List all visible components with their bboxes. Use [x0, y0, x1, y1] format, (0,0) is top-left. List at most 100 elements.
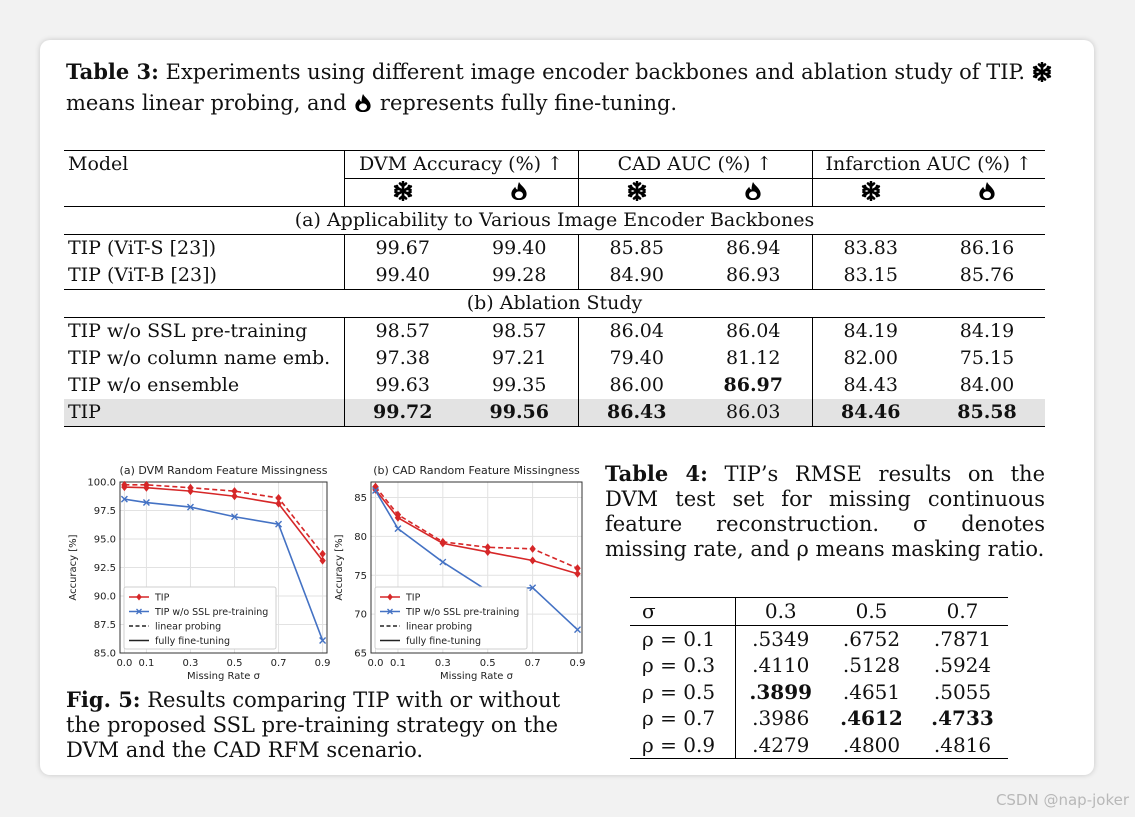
cell: 86.03 [695, 399, 812, 427]
y-tick-label: 95.0 [94, 535, 116, 546]
chart-dvm-missingness: (a) DVM Random Feature Missingness 0.0 0.1… [62, 460, 334, 690]
cell: 75.15 [959, 347, 1015, 369]
y-tick-label: 90.0 [94, 592, 116, 603]
chart-title: (a) DVM Random Feature Missingness [120, 464, 328, 477]
row-label: ρ = 0.3 [630, 652, 736, 679]
cell: 84.46 [811, 399, 929, 427]
cell: 83.83 [811, 234, 929, 262]
col-group-dvm: DVM Accuracy (%) ↑ [343, 150, 578, 179]
series-line [124, 486, 324, 562]
cell: .4110 [752, 653, 810, 677]
table4-caption-text: TIP’s RMSE results on the DVM test set f… [605, 462, 1046, 561]
y-axis-label: Accuracy [%] [334, 534, 345, 600]
table-row: ρ = 0.9 .4279 .4800 .4816 [630, 731, 1008, 759]
y-tick-label: 92.5 [94, 563, 116, 574]
x-tick-label: 0.3 [435, 658, 451, 669]
cell: 84.19 [811, 317, 929, 345]
data-point [143, 483, 150, 492]
table4-col: 0.5 [826, 597, 917, 626]
fig5-text: Results comparing TIP with or without th… [66, 688, 561, 762]
data-point [529, 584, 537, 592]
legend-label: TIP w/o SSL pre-training [405, 607, 519, 618]
chart-title: (b) CAD Random Feature Missingness [373, 464, 580, 477]
legend-label: linear probing [406, 622, 472, 633]
data-point [574, 569, 581, 578]
data-point [439, 558, 447, 566]
cell: .4651 [842, 679, 901, 704]
table-row: TIP w/o column name emb. 97.38 97.21 79.… [64, 345, 1045, 372]
cell: 85.76 [959, 264, 1015, 286]
table-row: TIP (ViT-B [23]) 99.40 99.28 84.90 86.93… [64, 262, 1045, 290]
chart-dvm-svg: (a) DVM Random Feature Missingness 0.0 0.1… [68, 464, 331, 682]
data-point [231, 492, 238, 501]
table4-corner: σ [630, 597, 736, 626]
cell: 99.63 [343, 372, 461, 399]
row-model-name: TIP w/o SSL pre-training [64, 317, 344, 345]
fig5-caption: Fig. 5: Results comparing TIP with or wi… [66, 687, 596, 763]
row-model-name: TIP w/o column name emb. [68, 347, 331, 369]
data-point [186, 503, 194, 511]
data-point [319, 636, 327, 644]
cell: .7871 [933, 626, 992, 651]
table3-caption: Table 3: Experiments using different ima… [66, 56, 1066, 119]
plot-frame [370, 481, 583, 654]
table4-col: 0.3 [735, 597, 826, 626]
cell: 85.85 [577, 234, 695, 262]
cell: 99.28 [492, 264, 547, 286]
legend-box [123, 586, 277, 650]
cell: 99.67 [343, 234, 461, 262]
series-line [374, 486, 578, 570]
legend-box [374, 586, 528, 650]
cell: 98.57 [343, 317, 461, 345]
cell: 86.43 [577, 399, 695, 427]
table4: σ 0.3 0.5 0.7 ρ = 0.1 .5349 .6752 .7871 … [630, 597, 1008, 759]
y-tick-label: 97.5 [94, 506, 116, 517]
x-tick-label: 0.5 [480, 658, 496, 669]
flame-icon [511, 181, 527, 201]
data-point [120, 495, 128, 503]
cell: .5924 [933, 653, 992, 677]
cell: 79.40 [577, 345, 695, 372]
x-tick-label: 0.9 [570, 658, 586, 669]
data-point [231, 513, 239, 521]
cell: 84.90 [577, 262, 695, 290]
cell: 84.43 [811, 372, 929, 399]
x-tick-label: 0.7 [525, 658, 541, 669]
y-tick-label: 70 [354, 610, 367, 621]
row-model-name: TIP w/o ensemble [68, 374, 240, 396]
table-row: TIP (ViT-S [23]) 99.67 99.40 85.85 86.94… [64, 234, 1045, 262]
row-model-name: TIP [64, 399, 344, 427]
data-point [529, 544, 536, 553]
cell: 98.57 [461, 317, 578, 345]
cell: .6752 [842, 626, 901, 651]
cell: 99.40 [461, 234, 578, 262]
plot-frame [119, 481, 328, 654]
data-point [319, 556, 326, 565]
y-tick-label: 75 [354, 571, 367, 582]
row-label: ρ = 0.5 [630, 678, 736, 705]
legend-label: fully fine-tuning [406, 636, 481, 647]
y-tick-label: 87.5 [94, 620, 116, 631]
y-tick-label: 80 [354, 532, 367, 543]
cell: .5055 [933, 679, 992, 704]
legend-label: TIP [154, 593, 170, 604]
table3-caption-text-2: means linear probing, and [66, 91, 347, 115]
cell: 86.94 [695, 234, 812, 262]
section-b-title: (b) Ablation Study [64, 289, 1045, 318]
data-point [574, 564, 581, 573]
cell: .3986 [752, 706, 810, 730]
section-a-title: (a) Applicability to Various Image Encod… [64, 206, 1045, 235]
table3: Model DVM Accuracy (%) ↑ CAD AUC (%) ↑ I… [64, 150, 1045, 427]
table-row: ρ = 0.1 .5349 .6752 .7871 [630, 625, 1008, 652]
table3-caption-label: Table 3: [66, 59, 159, 84]
cell: 86.00 [577, 372, 695, 399]
col-group-infarction: Infarction AUC (%) ↑ [811, 150, 1045, 179]
x-tick-label: 0.3 [183, 658, 199, 669]
legend-label: fully fine-tuning [155, 636, 230, 647]
cell: .5128 [842, 653, 901, 677]
cell: .4800 [826, 731, 917, 759]
table3-icon-row [64, 178, 1045, 207]
y-axis-label: Accuracy [%] [68, 534, 79, 600]
legend-marker [387, 608, 393, 615]
paper-figure-card: Table 3: Experiments using different ima… [40, 40, 1094, 775]
